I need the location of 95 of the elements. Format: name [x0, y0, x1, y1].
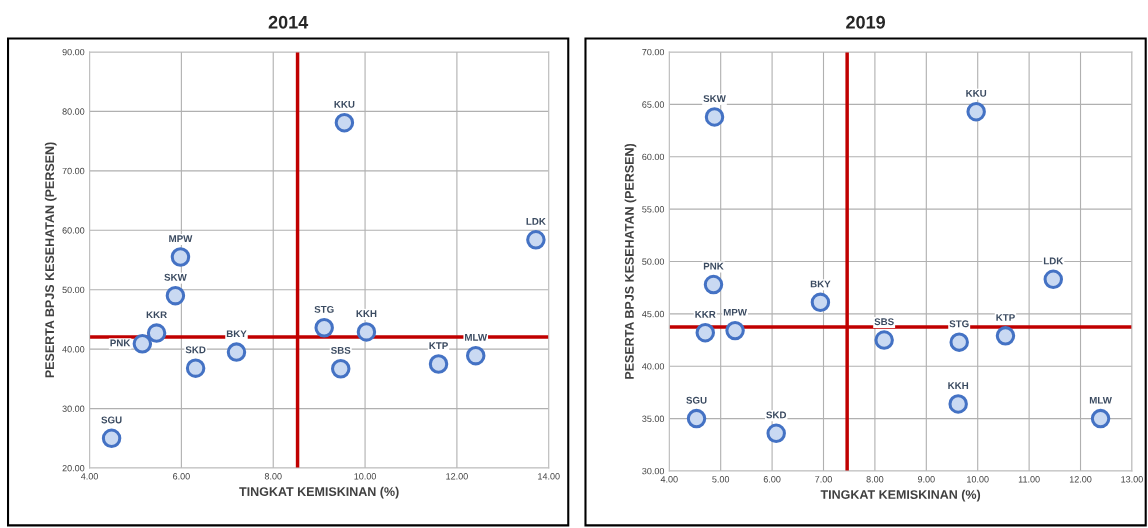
point [703, 274, 724, 295]
y-tick-label: 80.00 [62, 108, 85, 115]
y-tick-label: 65.00 [642, 101, 665, 108]
x-tick-label: 4.00 [660, 476, 678, 483]
x-tick-label: 10.00 [354, 473, 377, 480]
y-tick-label: 50.00 [62, 286, 85, 294]
point [356, 322, 377, 342]
point [314, 318, 334, 338]
point [101, 428, 122, 449]
y-axis-title: PESERTA BPJS KESEHATAN (PERSEN) [624, 143, 637, 379]
point [185, 358, 206, 378]
y-tick-label: 30.00 [642, 467, 665, 475]
point [1043, 269, 1064, 290]
x-tick-label: 12.00 [446, 473, 468, 480]
point [704, 107, 725, 127]
point [330, 359, 351, 379]
point [695, 322, 716, 343]
x-axis-title: TINGKAT KEMISKINAN (%) [820, 489, 981, 502]
point [428, 354, 449, 374]
annotation: STG [949, 320, 969, 328]
annotation: SKW [703, 95, 726, 103]
x-tick-label: 8.00 [264, 473, 282, 480]
x-tick-label: 12.00 [1069, 476, 1092, 483]
point [966, 101, 986, 122]
point [334, 112, 355, 133]
point [686, 408, 707, 429]
annotation: KKR [695, 311, 716, 318]
chart-title: 2014 [268, 15, 309, 29]
x-tick-label: 10.00 [967, 476, 989, 483]
y-tick-label: 90.00 [62, 48, 85, 56]
x-tick-label: 6.00 [763, 476, 781, 483]
annotation: STG [314, 305, 334, 313]
chart-title: 2019 [846, 15, 886, 29]
y-tick-label: 40.00 [642, 363, 665, 370]
y-tick-label: 70.00 [642, 48, 665, 56]
x-tick-label: 9.00 [917, 476, 935, 483]
point [810, 292, 831, 313]
y-tick-label: 55.00 [642, 206, 665, 213]
annotation: MLW [465, 333, 488, 341]
point [226, 342, 247, 362]
annotation: KKU [334, 100, 355, 108]
point [170, 247, 191, 267]
point [949, 332, 969, 352]
y-tick-label: 35.00 [642, 415, 665, 422]
annotation: SKD [766, 411, 787, 419]
annotation: MPW [169, 235, 193, 242]
annotation: KKR [146, 311, 167, 319]
annotation: BKY [810, 280, 831, 288]
x-tick-label: 5.00 [712, 476, 730, 483]
y-tick-label: 70.00 [62, 167, 85, 175]
annotation: SBS [331, 346, 351, 354]
x-tick-label: 7.00 [815, 476, 832, 483]
point [766, 423, 786, 444]
y-tick-label: 30.00 [62, 405, 85, 412]
x-tick-label: 4.00 [80, 473, 98, 480]
annotation: KTP [996, 314, 1015, 321]
annotation: BKY [226, 330, 247, 338]
y-tick-label: 50.00 [642, 258, 665, 265]
annotation: LDK [1043, 257, 1064, 265]
point [725, 320, 745, 341]
point [948, 394, 968, 414]
annotation: KKU [966, 90, 987, 97]
y-tick-label: 45.00 [642, 310, 665, 318]
point [146, 323, 167, 343]
x-tick-label: 8.00 [866, 476, 884, 483]
annotation: SKD [185, 346, 206, 354]
point [465, 345, 486, 366]
annotation: KKH [356, 310, 377, 317]
annotation: MLW [1089, 396, 1112, 404]
y-tick-label: 60.00 [642, 153, 665, 161]
x-axis-title: TINGKAT KEMISKINAN (%) [239, 486, 399, 499]
annotation: PNK [110, 339, 131, 347]
annotation: SGU [101, 416, 122, 424]
y-axis-title: PESERTA BPJS KESEHATAN (PERSEN) [44, 142, 57, 378]
x-tick-label: 6.00 [173, 473, 190, 480]
x-tick-label: 13.00 [1121, 476, 1143, 483]
y-tick-label: 20.00 [62, 464, 85, 472]
annotation: MPW [723, 308, 747, 316]
y-tick-label: 40.00 [62, 346, 85, 353]
annotation: SBS [874, 318, 894, 326]
point [1090, 408, 1111, 429]
annotation: PNK [703, 262, 724, 270]
point [165, 285, 186, 306]
point [874, 330, 894, 350]
point [995, 326, 1016, 346]
x-tick-label: 14.00 [538, 473, 560, 480]
y-tick-label: 60.00 [62, 227, 85, 234]
point [526, 230, 546, 250]
point [132, 334, 153, 354]
annotation: SGU [686, 396, 707, 404]
x-tick-label: 11.00 [1018, 476, 1040, 483]
annotation: KKH [948, 382, 969, 389]
annotation: KTP [429, 342, 448, 349]
annotation: LDK [526, 218, 546, 225]
annotation: SKW [164, 273, 187, 281]
